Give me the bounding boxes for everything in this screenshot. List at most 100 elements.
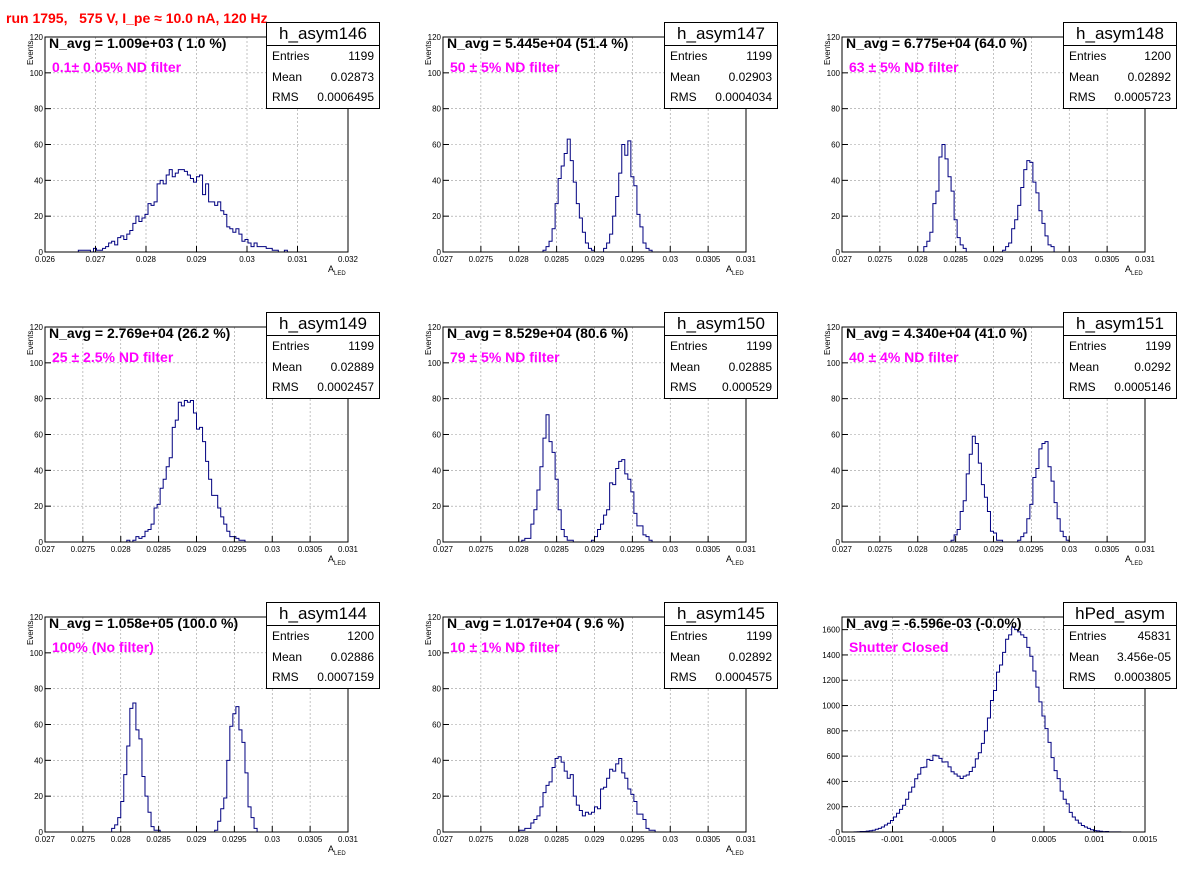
x-tick-label: 0.0305 xyxy=(696,255,721,264)
x-tick-label: 0.028 xyxy=(509,545,530,554)
x-axis-label: ALED xyxy=(726,264,744,277)
stats-mean-key: Mean xyxy=(670,69,701,84)
y-tick-label: 60 xyxy=(831,141,840,150)
y-axis-label: Events xyxy=(823,40,832,65)
stats-rms-value: 0.0004034 xyxy=(715,90,772,104)
filter-label: 40 ± 4% ND filter xyxy=(849,349,959,365)
x-tick-label: 0.028 xyxy=(908,545,929,554)
stats-mean-key: Mean xyxy=(1069,69,1100,84)
y-axis-label: Events xyxy=(823,330,832,355)
y-tick-label: 20 xyxy=(432,502,441,511)
x-tick-label: -0.0005 xyxy=(929,835,957,844)
stats-box: h_asym151 Entries 1199 Mean 0.0292 RMS 0.00051… xyxy=(1063,312,1177,399)
stats-histogram-name: hPed_asym xyxy=(1064,603,1176,626)
y-tick-label: 800 xyxy=(827,727,841,736)
y-tick-label: 40 xyxy=(432,756,441,765)
y-tick-label: 100 xyxy=(428,69,442,78)
x-tick-label: 0.031 xyxy=(736,545,757,554)
y-tick-label: 80 xyxy=(831,105,840,114)
y-tick-label: 0 xyxy=(39,248,44,257)
x-axis-label: ALED xyxy=(328,844,346,857)
x-tick-label: 0.027 xyxy=(85,255,106,264)
x-tick-label: 0.0275 xyxy=(868,545,893,554)
stats-histogram-name: h_asym151 xyxy=(1064,313,1176,336)
x-tick-label: 0.0285 xyxy=(146,545,171,554)
stats-rms-value: 0.0005146 xyxy=(1114,380,1171,394)
stats-rms-key: RMS xyxy=(1069,90,1096,104)
x-tick-label: 0.031 xyxy=(736,835,757,844)
x-tick-label: 0.0305 xyxy=(298,545,323,554)
x-tick-label: 0.029 xyxy=(186,835,207,844)
y-tick-label: 80 xyxy=(831,395,840,404)
histogram-panel-h_asym149: 0.027 0.0275 0.028 0.0285 0.029 0.0295 0.03 0.0… xyxy=(0,290,390,575)
navg-label: N_avg = 2.769e+04 (26.2 %) xyxy=(49,325,231,341)
x-tick-label: 0.027 xyxy=(433,255,454,264)
y-axis-label: Events xyxy=(26,620,35,645)
stats-entries-value: 1199 xyxy=(746,629,772,643)
stats-mean-key: Mean xyxy=(272,649,303,664)
y-tick-label: 0 xyxy=(437,248,442,257)
filter-label: Shutter Closed xyxy=(849,639,949,655)
x-tick-label: 0.0005 xyxy=(1032,835,1057,844)
stats-mean-value: 0.02892 xyxy=(1127,69,1171,84)
y-tick-label: 40 xyxy=(831,466,840,475)
stats-entries-key: Entries xyxy=(1069,49,1107,63)
histogram-series-h_asym146 xyxy=(45,169,348,253)
stats-mean-value: 3.456e-05 xyxy=(1116,649,1171,664)
x-tick-label: 0.027 xyxy=(832,545,853,554)
x-tick-label: 0.031 xyxy=(287,255,308,264)
stats-rms-value: 0.000529 xyxy=(721,380,772,394)
histogram-series-h_asym147 xyxy=(443,138,746,253)
stats-box: h_asym146 Entries 1199 Mean 0.02873 RMS 0.0006… xyxy=(266,22,380,109)
x-tick-label: 0.026 xyxy=(35,255,56,264)
y-tick-label: 60 xyxy=(34,721,43,730)
y-tick-label: 40 xyxy=(34,466,43,475)
y-tick-label: 0 xyxy=(836,828,841,837)
stats-mean-key: Mean xyxy=(272,359,303,374)
x-tick-label: 0.0275 xyxy=(71,835,96,844)
stats-entries-value: 1200 xyxy=(347,629,374,643)
stats-rms-key: RMS xyxy=(670,380,697,394)
navg-label: N_avg = 1.009e+03 ( 1.0 %) xyxy=(49,35,227,51)
x-tick-label: 0.031 xyxy=(1135,255,1156,264)
x-tick-label: 0.028 xyxy=(111,545,132,554)
x-axis-label: ALED xyxy=(328,264,346,277)
y-axis-label: Events xyxy=(26,40,35,65)
run-title: run 1795, 575 V, I_pe ≈ 10.0 nA, 120 Hz xyxy=(6,10,268,26)
x-tick-label: 0.031 xyxy=(1135,545,1156,554)
stats-box: h_asym149 Entries 1199 Mean 0.02889 RMS 0.0002… xyxy=(266,312,380,399)
histogram-panel-h_asym144: 0.027 0.0275 0.028 0.0285 0.029 0.0295 0.03 0.0… xyxy=(0,580,390,865)
stats-mean-value: 0.02886 xyxy=(330,649,374,664)
stats-mean-key: Mean xyxy=(272,69,303,84)
stats-box: hPed_asym Entries 45831 Mean 3.456e-05 RMS 0.0… xyxy=(1063,602,1177,689)
y-tick-label: 120 xyxy=(428,33,442,42)
x-tick-label: 0.032 xyxy=(338,255,359,264)
y-tick-label: 120 xyxy=(30,323,44,332)
x-tick-label: 0.028 xyxy=(908,255,929,264)
histogram-panel-h_asym145: 0.027 0.0275 0.028 0.0285 0.029 0.0295 0.03 0.0… xyxy=(398,580,788,865)
x-tick-label: 0.001 xyxy=(1084,835,1105,844)
y-tick-label: 60 xyxy=(831,431,840,440)
y-tick-label: 100 xyxy=(827,359,841,368)
y-tick-label: 20 xyxy=(831,502,840,511)
y-tick-label: 0 xyxy=(39,828,44,837)
x-tick-label: 0.0295 xyxy=(620,545,645,554)
navg-label: N_avg = 5.445e+04 (51.4 %) xyxy=(447,35,629,51)
x-axis-label: ALED xyxy=(726,844,744,857)
filter-label: 100% (No filter) xyxy=(52,639,154,655)
y-tick-label: 100 xyxy=(30,69,44,78)
y-tick-label: 80 xyxy=(432,395,441,404)
filter-label: 25 ± 2.5% ND filter xyxy=(52,349,174,365)
x-tick-label: 0.029 xyxy=(584,835,605,844)
histogram-panel-h_asym150: 0.027 0.0275 0.028 0.0285 0.029 0.0295 0.03 0.0… xyxy=(398,290,788,575)
x-tick-label: 0.0295 xyxy=(222,545,247,554)
x-tick-label: 0.0275 xyxy=(71,545,96,554)
y-tick-label: 80 xyxy=(432,685,441,694)
y-tick-label: 40 xyxy=(831,176,840,185)
histogram-panel-h_asym148: 0.027 0.0275 0.028 0.0285 0.029 0.0295 0.03 0.0… xyxy=(797,0,1187,285)
y-tick-label: 100 xyxy=(30,359,44,368)
x-tick-label: 0.0305 xyxy=(1095,545,1120,554)
stats-histogram-name: h_asym150 xyxy=(665,313,777,336)
x-tick-label: 0.027 xyxy=(433,835,454,844)
y-tick-label: 120 xyxy=(30,613,44,622)
